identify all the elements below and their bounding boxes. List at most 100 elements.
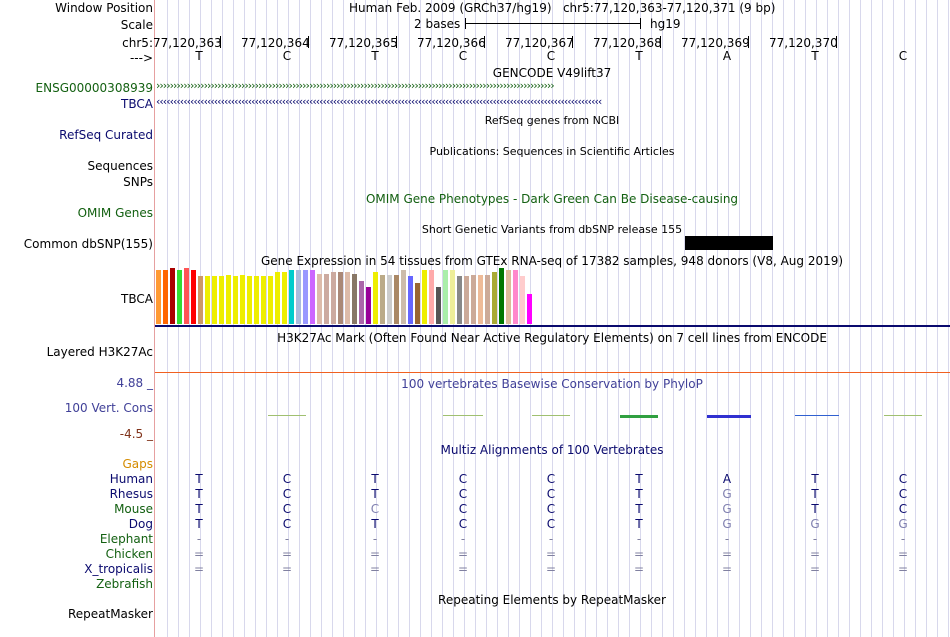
dbsnp-variant-block[interactable] — [685, 236, 773, 250]
snps-label[interactable]: SNPs — [123, 175, 153, 189]
gtex-tissue-bar[interactable] — [289, 270, 294, 324]
gtex-tissue-bar[interactable] — [429, 270, 434, 324]
dbsnp-label[interactable]: Common dbSNP(155) — [23, 237, 153, 251]
gtex-tissue-bar[interactable] — [170, 268, 175, 324]
gtex-tissue-bar[interactable] — [268, 276, 273, 324]
gtex-tissue-bar[interactable] — [478, 275, 483, 324]
gtex-tissue-bar[interactable] — [401, 270, 406, 324]
gencode-track-ensg-label[interactable]: ENSG00000308939 — [35, 81, 153, 95]
grid-line — [871, 0, 872, 637]
position-label: 77,120,364 — [241, 36, 310, 50]
gaps-label[interactable]: Gaps — [122, 457, 153, 471]
alignment-base: - — [548, 532, 554, 546]
gtex-tissue-bar[interactable] — [527, 294, 532, 324]
conservation-segment[interactable] — [707, 415, 751, 418]
tbca-reverse-strand-arrows[interactable]: ‹‹‹‹‹‹‹‹‹‹‹‹‹‹‹‹‹‹‹‹‹‹‹‹‹‹‹‹‹‹‹‹‹‹‹‹‹‹‹‹… — [156, 95, 602, 108]
ensg-forward-strand-arrows[interactable]: ››››››››››››››››››››››››››››››››››››››››… — [156, 79, 555, 92]
gtex-tissue-bar[interactable] — [156, 270, 161, 324]
gtex-tissue-bar[interactable] — [387, 275, 392, 324]
species-label[interactable]: Mouse — [114, 502, 153, 516]
gtex-tissue-bar[interactable] — [380, 275, 385, 324]
gtex-tissue-bar[interactable] — [436, 287, 441, 324]
species-label[interactable]: Human — [109, 472, 153, 486]
gtex-tissue-bar[interactable] — [184, 268, 189, 324]
alignment-base: C — [458, 487, 468, 501]
gtex-tissue-bar[interactable] — [492, 272, 497, 324]
gtex-tissue-bar[interactable] — [352, 274, 357, 324]
gtex-tissue-bar[interactable] — [520, 276, 525, 324]
gtex-tissue-bar[interactable] — [499, 268, 504, 324]
repeatmasker-label[interactable]: RepeatMasker — [67, 607, 153, 621]
gtex-tissue-bar[interactable] — [485, 275, 490, 324]
conservation-segment[interactable] — [795, 415, 839, 416]
gtex-tissue-bar[interactable] — [450, 270, 455, 324]
gtex-tissue-bar[interactable] — [191, 270, 196, 324]
conservation-segment[interactable] — [884, 415, 922, 416]
gtex-tissue-bar[interactable] — [513, 270, 518, 324]
gtex-tissue-bar[interactable] — [471, 275, 476, 324]
gtex-tissue-bar[interactable] — [345, 272, 350, 324]
reference-base: C — [546, 49, 556, 63]
conservation-segment[interactable] — [620, 415, 658, 418]
alignment-base: C — [370, 502, 380, 516]
gtex-tissue-bar[interactable] — [464, 276, 469, 324]
gtex-tissue-bar[interactable] — [415, 283, 420, 324]
gtex-tissue-bar[interactable] — [331, 272, 336, 324]
gtex-tissue-bar[interactable] — [177, 270, 182, 324]
species-label[interactable]: Zebrafish — [96, 577, 153, 591]
conservation-segment[interactable] — [443, 415, 483, 416]
gtex-tissue-bar[interactable] — [226, 275, 231, 324]
reference-base: C — [282, 49, 292, 63]
grid-line — [838, 0, 839, 637]
cons-label[interactable]: 100 Vert. Cons — [64, 401, 153, 415]
gtex-tissue-bar[interactable] — [198, 276, 203, 324]
gtex-tissue-bar[interactable] — [408, 276, 413, 324]
refseq-label[interactable]: RefSeq Curated — [59, 128, 153, 142]
conservation-segment[interactable] — [268, 415, 306, 416]
alignment-base: C — [458, 517, 468, 531]
gtex-tissue-bar[interactable] — [506, 270, 511, 324]
grid-line — [585, 0, 586, 637]
gtex-tissue-bar[interactable] — [296, 270, 301, 324]
species-label[interactable]: Dog — [128, 517, 153, 531]
gtex-tissue-bar[interactable] — [282, 272, 287, 324]
gtex-tissue-bar[interactable] — [394, 275, 399, 324]
gtex-tissue-bar[interactable] — [366, 287, 371, 324]
alignment-base: T — [195, 517, 203, 531]
gtex-tissue-bar[interactable] — [373, 272, 378, 324]
gtex-tissue-bar[interactable] — [359, 281, 364, 324]
h3k27ac-label[interactable]: Layered H3K27Ac — [46, 345, 153, 359]
omim-label[interactable]: OMIM Genes — [77, 206, 153, 220]
gtex-tissue-bar[interactable] — [303, 270, 308, 324]
species-label[interactable]: Chicken — [105, 547, 153, 561]
conservation-segment[interactable] — [532, 415, 570, 416]
species-label[interactable]: X_tropicalis — [84, 562, 153, 576]
scale-bar — [465, 23, 641, 24]
gtex-tissue-bar[interactable] — [457, 276, 462, 324]
gtex-tissue-bar[interactable] — [233, 276, 238, 324]
gtex-tissue-bar[interactable] — [240, 275, 245, 324]
gtex-label[interactable]: TBCA — [121, 292, 153, 306]
gencode-track-tbca-label[interactable]: TBCA — [121, 97, 153, 111]
gtex-tissue-bar[interactable] — [254, 276, 259, 324]
gtex-tissue-bar[interactable] — [261, 276, 266, 324]
gtex-tissue-bar[interactable] — [422, 270, 427, 324]
gtex-tissue-bar[interactable] — [163, 270, 168, 324]
gtex-tissue-bar[interactable] — [310, 270, 315, 324]
gtex-tissue-bar[interactable] — [324, 274, 329, 324]
gtex-tissue-bar[interactable] — [317, 274, 322, 324]
publications-label[interactable]: Sequences — [87, 159, 153, 173]
species-label[interactable]: Rhesus — [109, 487, 153, 501]
species-label[interactable]: Elephant — [99, 532, 153, 546]
gtex-tissue-bar[interactable] — [338, 272, 343, 324]
gtex-tissue-bar[interactable] — [275, 272, 280, 324]
alignment-base: T — [635, 472, 643, 486]
gtex-tissue-bar[interactable] — [212, 276, 217, 324]
grid-line — [882, 0, 883, 637]
gtex-tissue-bar[interactable] — [443, 270, 448, 324]
gtex-tissue-bar[interactable] — [247, 276, 252, 324]
alignment-base: C — [282, 472, 292, 486]
gtex-tissue-bar[interactable] — [219, 276, 224, 324]
gtex-tissue-bar[interactable] — [205, 276, 210, 324]
